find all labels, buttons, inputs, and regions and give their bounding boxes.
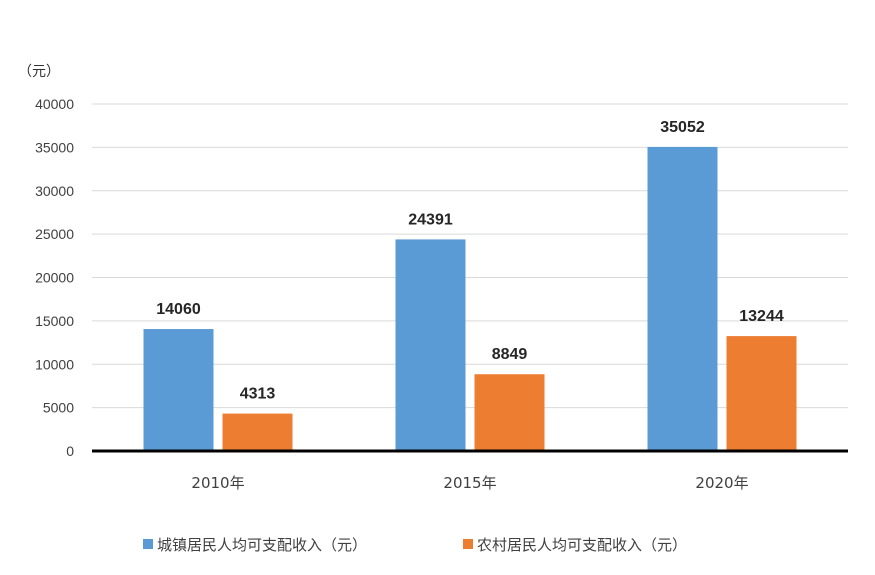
data-label: 24391 [408, 211, 453, 228]
y-axis-ticks: 0 5000 10000 15000 20000 25000 30000 35000 40000 [35, 96, 74, 459]
data-label: 8849 [492, 346, 528, 363]
data-labels: 14060 24391 35052 4313 8849 13244 [156, 119, 784, 403]
x-axis-ticks: 2010年 2015年 2020年 [191, 474, 748, 492]
y-tick-label: 5000 [43, 400, 74, 416]
gridlines [92, 103, 848, 409]
legend-label: 农村居民人均可支配收入（元） [477, 536, 687, 554]
bar-rural [726, 336, 797, 451]
y-tick-label: 35000 [35, 139, 74, 155]
bar-urban [143, 329, 214, 451]
y-tick-label: 30000 [35, 183, 74, 199]
y-tick-label: 0 [66, 443, 74, 459]
data-label: 4313 [240, 386, 276, 403]
x-tick-label: 2010年 [191, 474, 244, 492]
y-tick-label: 20000 [35, 270, 74, 286]
legend-swatch [463, 539, 473, 549]
data-label: 14060 [156, 301, 201, 318]
y-tick-label: 25000 [35, 226, 74, 242]
data-label: 35052 [660, 119, 705, 136]
x-tick-label: 2020年 [695, 474, 748, 492]
x-tick-label: 2015年 [443, 474, 496, 492]
bar-rural [474, 374, 545, 451]
data-label: 13244 [739, 308, 784, 325]
bar-urban [647, 146, 718, 452]
legend: 城镇居民人均可支配收入（元） 农村居民人均可支配收入（元） [143, 536, 687, 554]
bar-rural [222, 413, 293, 451]
y-axis-unit-label: （元） [18, 64, 60, 80]
y-tick-label: 40000 [35, 96, 74, 112]
legend-label: 城镇居民人均可支配收入（元） [157, 536, 367, 554]
bar-urban [395, 239, 466, 451]
y-tick-label: 15000 [35, 313, 74, 329]
legend-swatch [143, 539, 153, 549]
y-tick-label: 10000 [35, 356, 74, 372]
bars [143, 146, 797, 452]
